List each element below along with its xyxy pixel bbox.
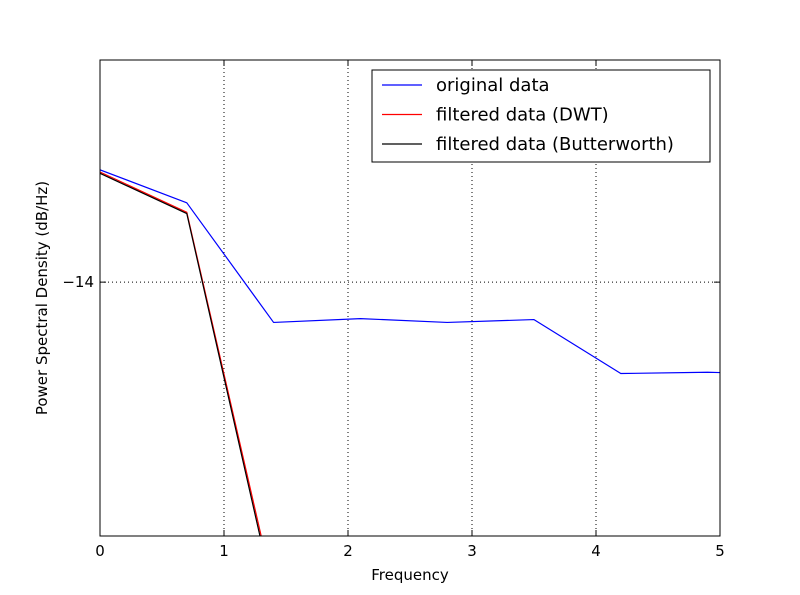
series-line-3 xyxy=(100,172,261,536)
plot-frame xyxy=(99,59,721,537)
x-tick-label: 4 xyxy=(591,542,601,560)
x-tick-label: 2 xyxy=(343,542,353,560)
x-tick-label: 3 xyxy=(467,542,477,560)
legend-label: original data xyxy=(436,75,550,96)
y-tick-label: −14 xyxy=(62,273,94,291)
x-axis-label: Frequency xyxy=(371,566,449,584)
legend-label: filtered data (Butterworth) xyxy=(436,134,674,155)
grid xyxy=(100,60,720,536)
series-layer xyxy=(100,169,720,536)
legend-box xyxy=(371,69,711,163)
x-tick-label: 0 xyxy=(95,542,105,560)
series-line-1 xyxy=(100,169,720,375)
x-tick-label: 5 xyxy=(715,542,725,560)
y-axis-label: Power Spectral Density (dB/Hz) xyxy=(33,181,51,415)
series-line-2 xyxy=(100,171,262,536)
legend-label: filtered data (DWT) xyxy=(436,105,609,126)
x-tick-label: 1 xyxy=(219,542,229,560)
ticks: 0 1 2 3 4 5 −14 xyxy=(62,60,725,560)
legend: original data filtered data (DWT) filtered… xyxy=(371,69,711,163)
